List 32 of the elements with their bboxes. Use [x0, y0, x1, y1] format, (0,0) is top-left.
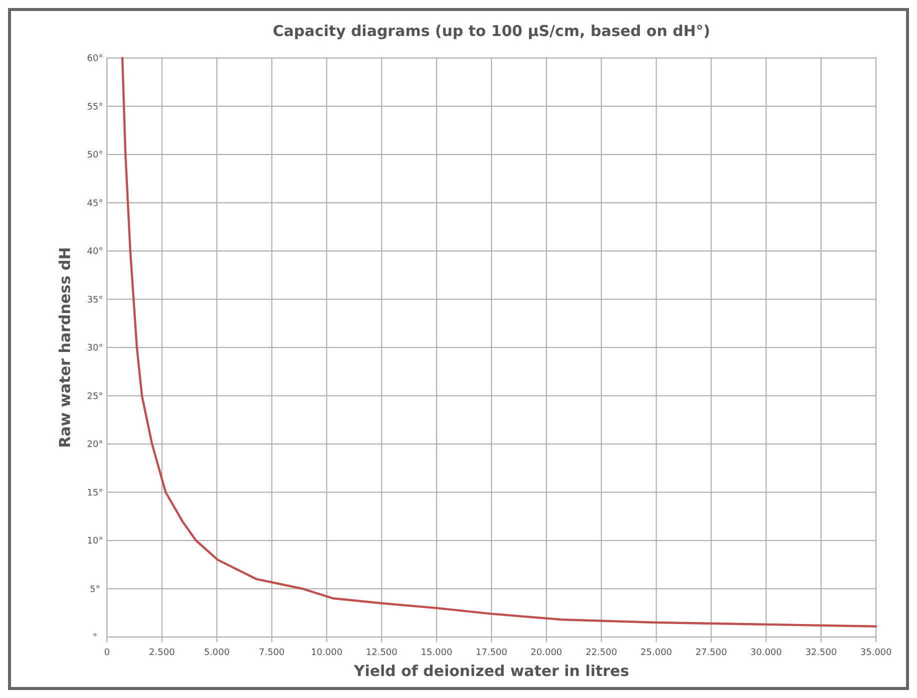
x-tick-label: 27.500	[695, 648, 728, 658]
y-tick-label: 30°	[87, 344, 103, 354]
x-tick-label: 5.000	[204, 648, 230, 658]
x-tick-label: 10.000	[310, 648, 343, 658]
x-tick-label: 0	[104, 648, 110, 658]
chart-title: Capacity diagrams (up to 100 µS/cm, based on dH°)	[272, 22, 710, 40]
y-tick-label: 35°	[87, 295, 103, 306]
x-tick-label: 25.000	[640, 648, 672, 658]
line-series	[121, 56, 878, 628]
x-tick-label: 15.000	[420, 648, 453, 658]
x-tick-label: 12.500	[366, 648, 398, 658]
x-tick-label: 35.000	[860, 648, 892, 658]
x-tick-label: 7.500	[258, 648, 285, 658]
y-tick-label: 45°	[87, 198, 103, 209]
x-tick-label: 17.500	[476, 648, 508, 658]
y-tick-label: °	[92, 633, 98, 643]
x-tick-label: 2.500	[149, 648, 176, 658]
x-tick-label: 30.000	[750, 648, 782, 658]
y-tick-label: 40°	[87, 247, 103, 257]
y-tick-label: 25°	[87, 392, 103, 402]
y-tick-label: 55°	[87, 102, 103, 112]
y-tick-label: 20°	[87, 440, 103, 450]
x-tick-label: 32.500	[805, 648, 838, 658]
y-tick-label: 5°	[90, 584, 100, 595]
y-tick-label: 60°	[87, 54, 103, 64]
y-tick-label: 50°	[87, 150, 103, 160]
x-tick-label: 22.500	[586, 648, 618, 658]
y-tick-label: 15°	[87, 488, 103, 498]
y-axis-title: Raw water hardness dH	[56, 247, 74, 448]
x-tick-label: 20.000	[530, 648, 562, 658]
x-axis-title: Yield of deionized water in litres	[352, 662, 630, 680]
y-tick-label: 10°	[87, 536, 103, 546]
